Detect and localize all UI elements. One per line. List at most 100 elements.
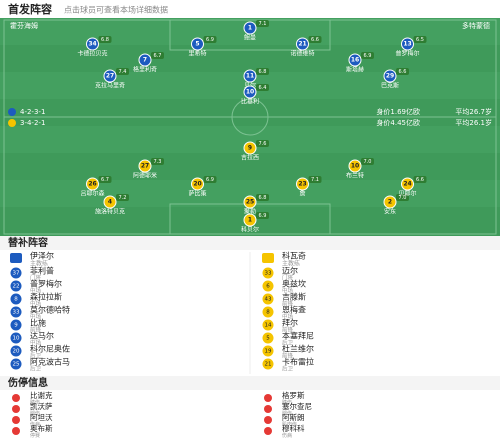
sub-number-badge[interactable] [262, 280, 274, 292]
sub-name: 阿克波古马 [30, 357, 70, 367]
player-name: 格里利奇 [133, 66, 157, 74]
player-name: 贝耶尔 [398, 190, 416, 198]
player-name: 斯塔赫 [346, 66, 364, 74]
player-number: 27 [106, 73, 114, 80]
player-marker[interactable] [138, 159, 152, 173]
sub-number-badge[interactable] [10, 345, 22, 357]
injury-name: 格罗斯 [282, 390, 305, 400]
header-title: 首发阵容 [8, 2, 52, 16]
player-name: 里希特 [188, 50, 206, 58]
sub-number: 22 [13, 284, 20, 290]
sub-number: 6 [266, 284, 270, 290]
sub-position: 后卫 [30, 365, 42, 373]
player-marker[interactable] [243, 141, 257, 155]
player-marker[interactable] [191, 37, 204, 51]
player-marker[interactable] [86, 37, 99, 51]
player-marker[interactable] [138, 53, 152, 67]
sub-number-badge[interactable] [10, 358, 22, 370]
player-rating: 7.3 [154, 159, 162, 165]
sub-name: 奥兹坎 [282, 279, 306, 289]
player-marker[interactable] [348, 53, 362, 67]
sub-name: 莫尔德哈特 [30, 305, 70, 315]
sub-number-badge[interactable] [10, 332, 22, 344]
player-number: 11 [246, 73, 254, 80]
player-marker[interactable] [348, 159, 362, 173]
sub-number: 9 [14, 323, 18, 329]
rating-badge [308, 36, 322, 43]
player-marker[interactable] [86, 177, 99, 191]
injury-name: 奥布斯 [30, 423, 53, 433]
player-marker[interactable] [243, 213, 257, 227]
sub-position: 中场 [30, 313, 42, 321]
sub-number-badge[interactable] [262, 319, 274, 331]
sub-number-badge[interactable] [10, 280, 22, 292]
injuries-title: 伤停信息 [7, 376, 48, 389]
player-marker[interactable] [243, 21, 257, 35]
injury-reason: 停赛 [30, 432, 40, 439]
rating-badge [256, 68, 269, 75]
sub-number: 5 [266, 336, 270, 342]
player-name: 比基利 [241, 98, 259, 106]
sub-position: 中场 [30, 287, 42, 295]
player-rating: 6.6 [311, 37, 319, 43]
player-marker[interactable] [383, 195, 397, 209]
player-number: 5 [195, 41, 199, 48]
sub-position: 前锋 [282, 352, 294, 360]
home-team-name: 霍芬海姆 [10, 21, 38, 30]
injury-name: 阿坦沃 [30, 413, 53, 422]
player-number: 24 [403, 181, 411, 188]
player-rating: 6.5 [416, 37, 424, 43]
player-number: 10 [246, 89, 254, 96]
player-rating: 6.7 [101, 177, 109, 183]
sub-position: 前锋 [30, 326, 42, 334]
sub-number-badge[interactable] [262, 306, 274, 318]
sub-number-badge[interactable] [10, 319, 22, 331]
player-name: 施洛特贝克 [95, 208, 125, 216]
player-rating: 6.9 [206, 177, 214, 183]
player-marker[interactable] [243, 69, 257, 83]
player-marker[interactable] [103, 69, 117, 83]
player-marker[interactable] [191, 177, 204, 191]
injury-name: 塞尔查尼 [282, 401, 312, 411]
player-name: 阿德耶米 [133, 172, 157, 180]
sub-number-badge[interactable] [10, 293, 22, 305]
player-name: 科贝尔 [241, 226, 259, 234]
sub-number-badge[interactable] [262, 332, 274, 344]
sub-number-badge[interactable] [262, 293, 274, 305]
injury-icon [264, 416, 272, 424]
player-marker[interactable] [243, 85, 257, 99]
sub-number-badge[interactable] [10, 267, 22, 279]
rating-badge [396, 194, 409, 201]
rating-badge [361, 52, 374, 59]
sub-number-badge[interactable] [262, 358, 274, 370]
player-name: 布兰特 [346, 172, 364, 180]
sub-name: 森拉拉斯 [30, 292, 62, 302]
player-marker[interactable] [296, 37, 309, 51]
sub-number-badge[interactable] [262, 267, 274, 279]
injuries-header-bg [0, 376, 500, 390]
player-rating: 7.1 [311, 177, 319, 183]
subs-title: 替补阵容 [8, 236, 48, 249]
rating-badge [98, 176, 112, 183]
home-age: 平均26.7岁 [455, 107, 492, 116]
player-marker[interactable] [401, 177, 414, 191]
sub-number-badge[interactable] [262, 345, 274, 357]
player-marker[interactable] [103, 195, 117, 209]
sub-position: 中场 [30, 300, 42, 308]
sub-number: 33 [265, 271, 272, 277]
player-marker[interactable] [243, 195, 257, 209]
player-number: 1 [248, 25, 252, 32]
sub-name: 菲利普 [30, 266, 54, 276]
sub-name: 杜兰维尔 [282, 344, 314, 354]
player-marker[interactable] [296, 177, 309, 191]
coach-icon [10, 253, 22, 263]
sub-name: 科尔尼奥佐 [30, 344, 70, 354]
injury-reason: 肌肉伤 [282, 421, 297, 428]
player-rating: 6.6 [399, 69, 407, 75]
player-marker[interactable] [383, 69, 397, 83]
rating-badge [203, 176, 217, 183]
player-marker[interactable] [401, 37, 414, 51]
sub-number-badge[interactable] [10, 306, 22, 318]
injury-reason: 腿伤 [282, 410, 292, 417]
player-name: 克拉马里奇 [95, 82, 125, 90]
